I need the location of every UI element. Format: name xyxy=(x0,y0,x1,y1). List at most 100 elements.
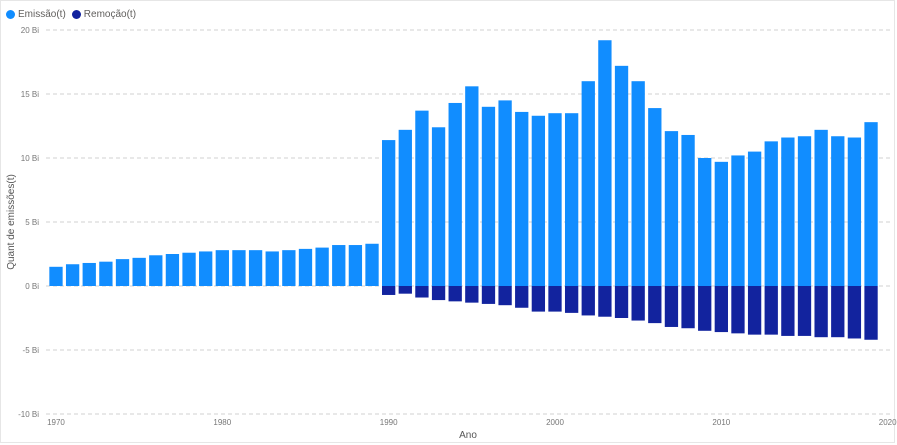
bar-emissao-1990[interactable] xyxy=(382,140,396,286)
bar-remocao-2004[interactable] xyxy=(614,286,629,318)
bar-emissao-1993[interactable] xyxy=(431,127,446,286)
x-tick-label: 2000 xyxy=(546,418,564,427)
bar-emissao-2019[interactable] xyxy=(864,122,878,286)
bar-remocao-2008[interactable] xyxy=(681,286,695,329)
bar-emissao-1970[interactable] xyxy=(49,266,63,286)
bar-remocao-2015[interactable] xyxy=(797,286,812,336)
bar-emissao-1977[interactable] xyxy=(165,254,180,286)
legend-label-emissao: Emissão(t) xyxy=(18,8,66,20)
bar-emissao-1997[interactable] xyxy=(498,100,512,287)
bar-emissao-2017[interactable] xyxy=(831,136,845,286)
bar-emissao-1974[interactable] xyxy=(115,259,130,286)
legend-item-emissao[interactable]: Emissão(t) xyxy=(6,9,66,20)
bar-emissao-1978[interactable] xyxy=(182,252,196,286)
bar-remocao-1993[interactable] xyxy=(431,286,446,301)
bar-emissao-2003[interactable] xyxy=(598,40,612,286)
bar-remocao-1996[interactable] xyxy=(481,286,496,304)
bar-emissao-1991[interactable] xyxy=(398,129,412,286)
bar-emissao-1981[interactable] xyxy=(232,250,246,286)
bar-remocao-1995[interactable] xyxy=(465,286,479,303)
bar-emissao-2000[interactable] xyxy=(548,113,562,286)
bar-emissao-2015[interactable] xyxy=(797,136,812,286)
bar-emissao-1986[interactable] xyxy=(315,247,329,286)
bar-emissao-2004[interactable] xyxy=(614,65,629,286)
bar-emissao-1998[interactable] xyxy=(515,111,529,286)
x-tick-label: 1980 xyxy=(213,418,231,427)
bar-remocao-2001[interactable] xyxy=(564,286,579,313)
bar-emissao-2006[interactable] xyxy=(648,108,662,286)
bar-emissao-2010[interactable] xyxy=(714,161,728,286)
legend-marker-emissao xyxy=(6,9,15,19)
bar-remocao-1990[interactable] xyxy=(382,286,396,295)
bar-emissao-2002[interactable] xyxy=(581,81,595,286)
bar-emissao-2001[interactable] xyxy=(564,113,579,286)
y-tick-label: 10 Bi xyxy=(21,154,39,163)
bar-emissao-2016[interactable] xyxy=(814,129,828,286)
bar-remocao-2003[interactable] xyxy=(598,286,612,317)
bar-emissao-2014[interactable] xyxy=(781,137,795,286)
bar-remocao-1994[interactable] xyxy=(448,286,462,302)
x-tick-label: 1970 xyxy=(47,418,65,427)
legend-label-remocao: Remoção(t) xyxy=(83,8,137,20)
bar-remocao-2010[interactable] xyxy=(714,286,728,333)
bar-emissao-1996[interactable] xyxy=(481,106,496,286)
bar-remocao-2005[interactable] xyxy=(631,286,645,321)
bar-remocao-2019[interactable] xyxy=(864,286,878,340)
bar-emissao-2018[interactable] xyxy=(847,137,862,286)
bar-emissao-1982[interactable] xyxy=(248,250,263,286)
bar-emissao-1983[interactable] xyxy=(265,251,279,286)
x-tick-label: 2020 xyxy=(879,418,897,427)
bar-emissao-1992[interactable] xyxy=(415,110,429,286)
bar-emissao-1976[interactable] xyxy=(149,255,163,286)
bar-remocao-2014[interactable] xyxy=(781,286,795,336)
y-tick-label: 5 Bi xyxy=(25,218,39,227)
bar-emissao-1975[interactable] xyxy=(132,257,146,286)
bar-remocao-2012[interactable] xyxy=(747,286,762,335)
bar-remocao-2002[interactable] xyxy=(581,286,595,316)
bar-remocao-2011[interactable] xyxy=(731,286,745,334)
bar-remocao-2018[interactable] xyxy=(847,286,862,339)
bar-emissao-1973[interactable] xyxy=(99,261,113,286)
bar-emissao-1979[interactable] xyxy=(199,251,213,286)
bar-emissao-1980[interactable] xyxy=(215,250,229,286)
bars xyxy=(49,40,878,340)
bar-emissao-2011[interactable] xyxy=(731,155,745,286)
bar-emissao-1989[interactable] xyxy=(365,243,379,286)
bar-remocao-2006[interactable] xyxy=(648,286,662,324)
bar-remocao-2007[interactable] xyxy=(664,286,679,327)
bar-remocao-2013[interactable] xyxy=(764,286,778,335)
bar-remocao-1998[interactable] xyxy=(515,286,529,308)
bar-emissao-1984[interactable] xyxy=(282,250,296,286)
y-tick-label: 0 Bi xyxy=(25,282,39,291)
bar-emissao-1999[interactable] xyxy=(531,115,546,286)
bar-emissao-2012[interactable] xyxy=(747,151,762,286)
bar-remocao-1991[interactable] xyxy=(398,286,412,294)
bar-remocao-2000[interactable] xyxy=(548,286,562,312)
x-tick-label: 2010 xyxy=(712,418,730,427)
bar-emissao-2005[interactable] xyxy=(631,81,645,286)
bar-emissao-1972[interactable] xyxy=(82,262,96,286)
x-axis-title: Ano xyxy=(459,430,477,441)
bar-remocao-2009[interactable] xyxy=(698,286,712,331)
bar-remocao-2017[interactable] xyxy=(831,286,845,338)
legend-item-remocao[interactable]: Remoção(t) xyxy=(71,8,137,20)
bar-remocao-1997[interactable] xyxy=(498,286,512,306)
bar-emissao-1971[interactable] xyxy=(65,264,80,286)
x-axis-ticks: 1970 1980 1990 2000 2010 2020 xyxy=(47,418,897,427)
bar-emissao-2013[interactable] xyxy=(764,141,778,286)
bar-emissao-1987[interactable] xyxy=(332,245,346,286)
bar-emissao-2007[interactable] xyxy=(664,131,679,286)
bar-emissao-1995[interactable] xyxy=(465,86,479,286)
bar-remocao-2016[interactable] xyxy=(814,286,828,338)
bar-emissao-1985[interactable] xyxy=(298,248,313,286)
bar-emissao-2009[interactable] xyxy=(698,158,712,286)
bar-remocao-1999[interactable] xyxy=(531,286,546,312)
bar-remocao-1992[interactable] xyxy=(415,286,429,298)
bar-emissao-1988[interactable] xyxy=(348,245,363,286)
bar-emissao-1994[interactable] xyxy=(448,102,462,287)
y-axis-title: Quant de emissões(t) xyxy=(6,174,17,270)
bar-emissao-2008[interactable] xyxy=(681,134,695,286)
x-tick-label: 1990 xyxy=(380,418,398,427)
